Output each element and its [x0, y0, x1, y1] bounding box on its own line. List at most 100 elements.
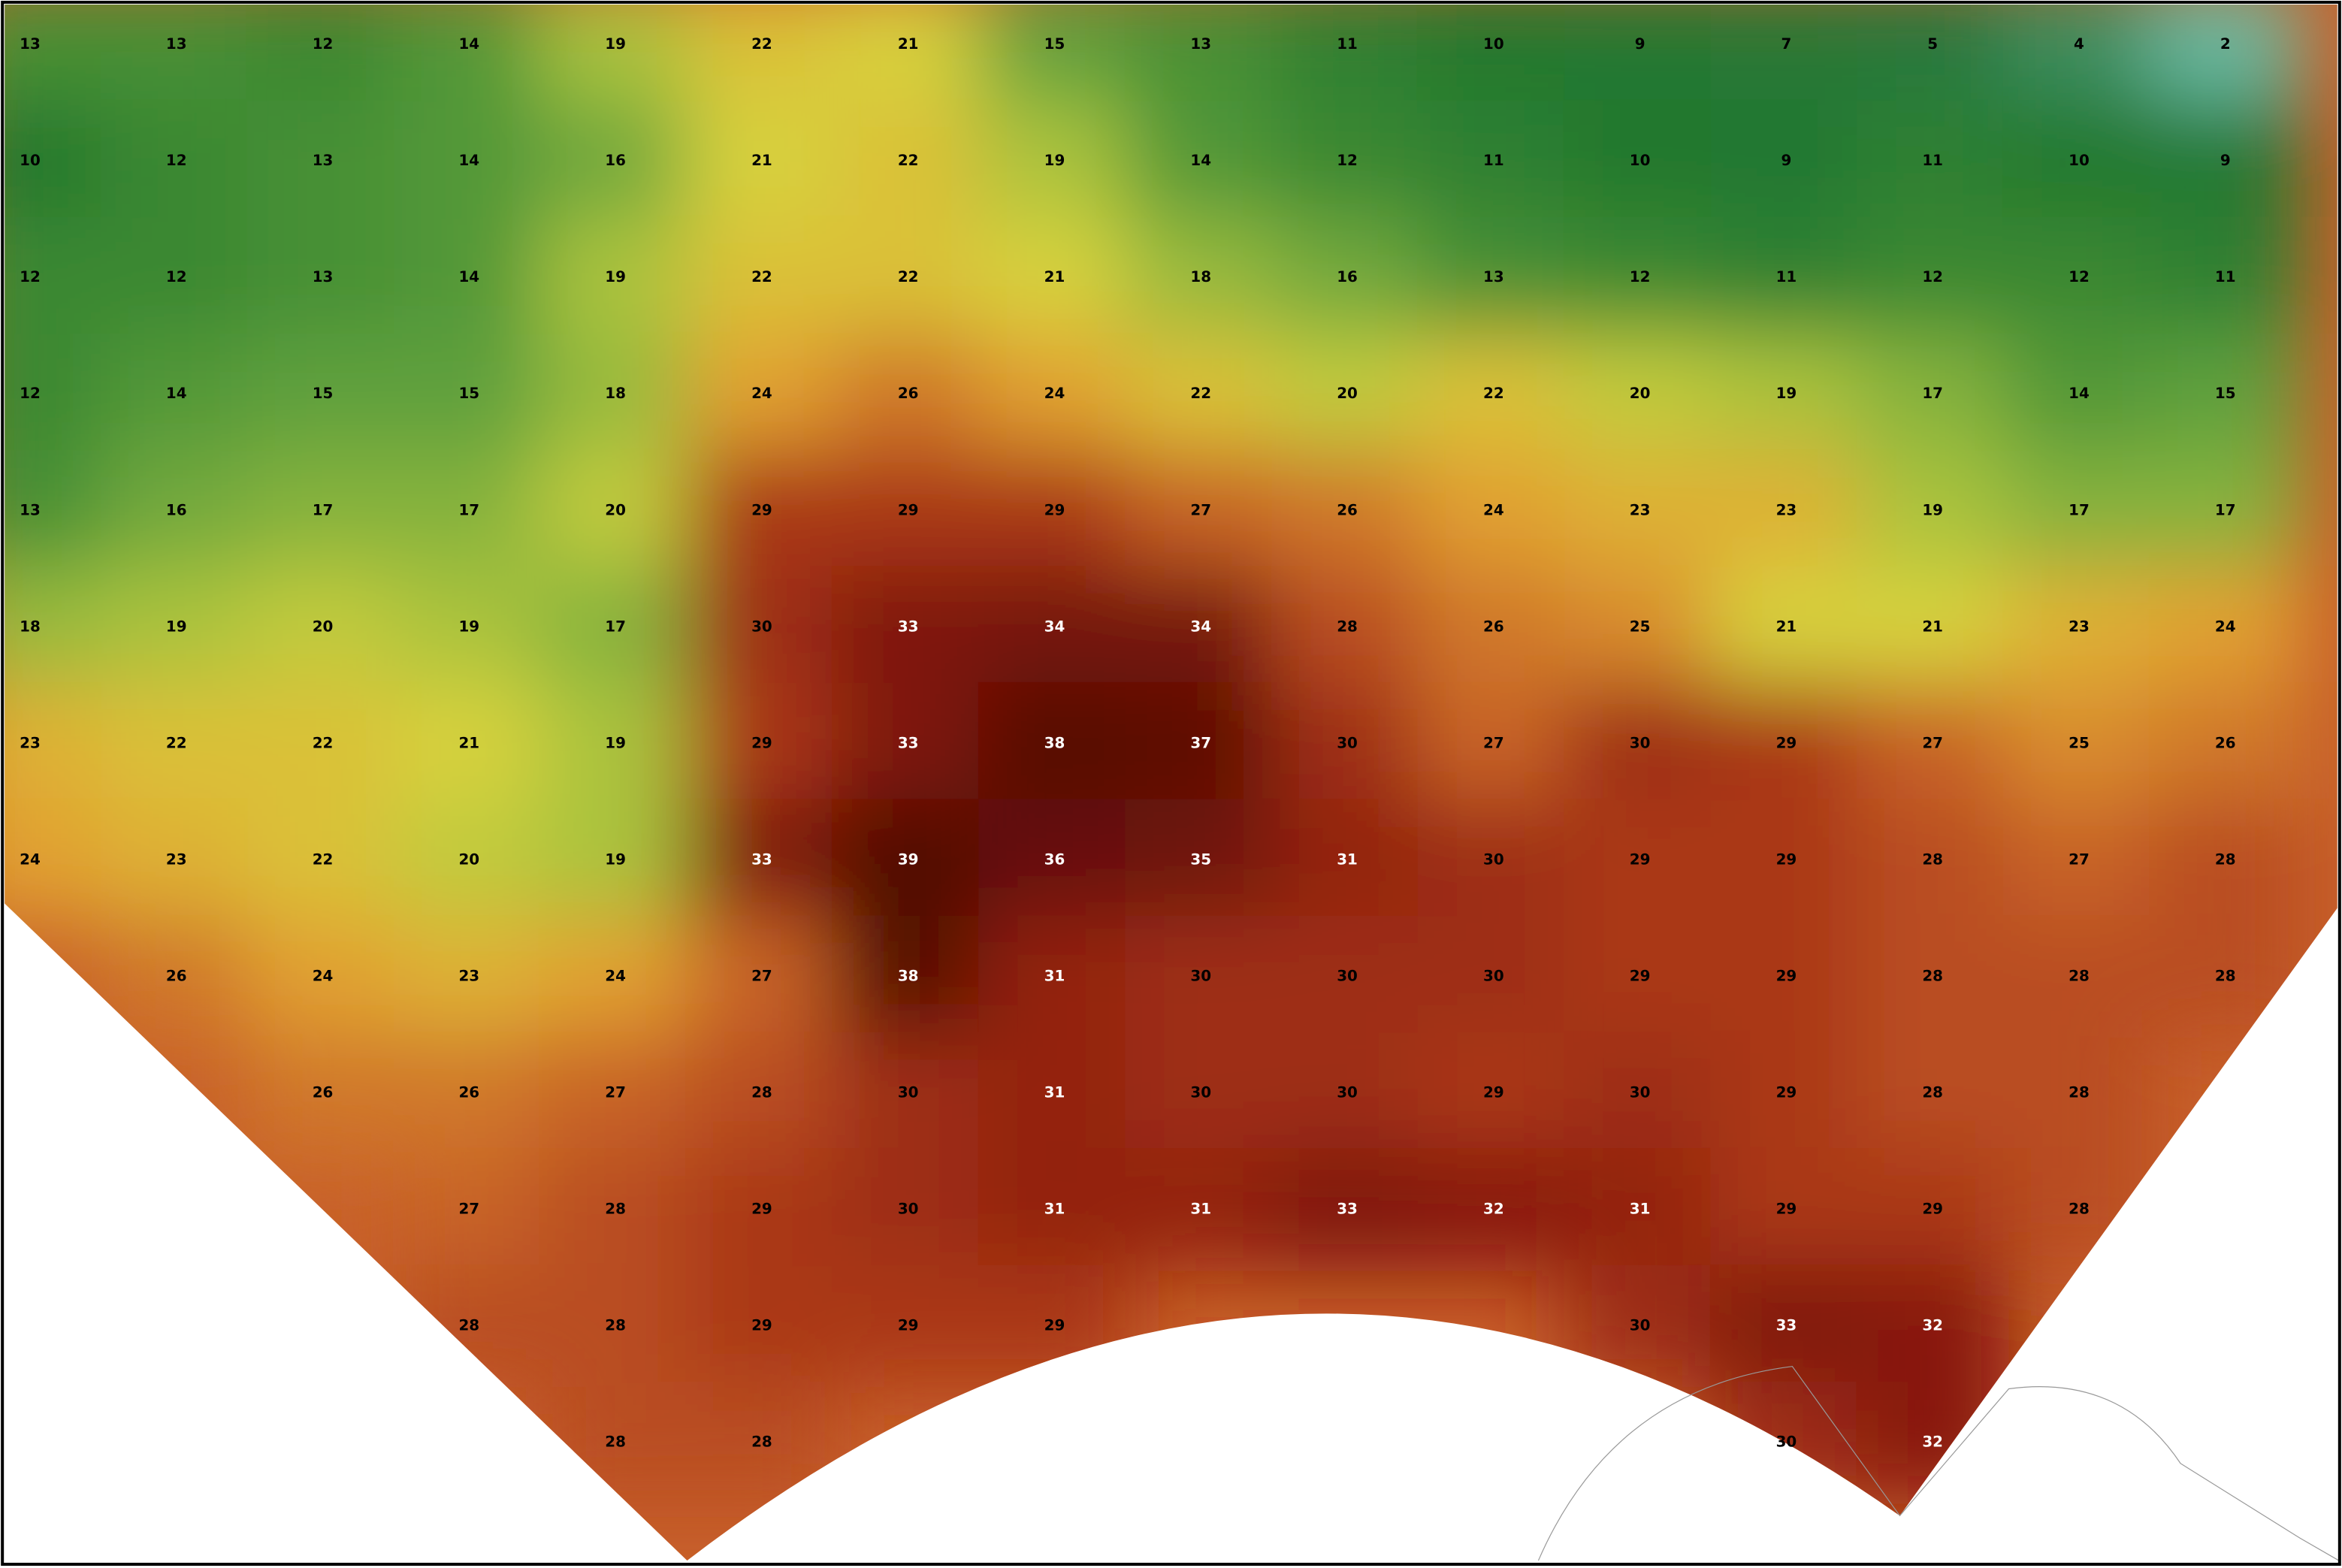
temperature-label: 19 [605, 35, 626, 53]
temperature-cell [1124, 1148, 1277, 1271]
temperature-cell [1417, 216, 1570, 340]
temperature-cell [832, 682, 985, 805]
temperature-label: 17 [1922, 385, 1943, 402]
temperature-cell [832, 100, 985, 223]
temperature-cell [2002, 216, 2156, 340]
temperature-cell [100, 915, 253, 1038]
temperature-label: 26 [1337, 501, 1358, 518]
temperature-label: 30 [1190, 1083, 1211, 1101]
temperature-cell [832, 216, 985, 340]
temperature-cell [539, 4, 692, 107]
temperature-cell [978, 1032, 1131, 1155]
temperature-label: 24 [751, 385, 772, 402]
temperature-label: 12 [1337, 152, 1358, 169]
temperature-cell [539, 1032, 692, 1155]
temperature-cell [1710, 333, 1863, 456]
temperature-cell [100, 449, 253, 573]
temperature-label: 20 [1630, 385, 1651, 402]
temperature-cell [1856, 100, 2009, 223]
temperature-cell [246, 100, 399, 223]
temperature-label: 21 [1776, 618, 1797, 635]
temperature-cell [5, 4, 107, 107]
temperature-cell [1710, 566, 1863, 689]
temperature-cell [1856, 333, 2009, 456]
temperature-label: 28 [605, 1317, 626, 1334]
temperature-cell [100, 216, 253, 340]
temperature-label: 21 [1044, 268, 1065, 286]
temperature-cell [685, 449, 839, 573]
temperature-cell [685, 216, 839, 340]
temperature-cell [685, 100, 839, 223]
temperature-label: 13 [166, 35, 187, 53]
temperature-label: 15 [1044, 35, 1065, 53]
temperature-cell [2002, 333, 2156, 456]
temperature-cell [5, 100, 107, 223]
temperature-label: 29 [751, 501, 772, 518]
temperature-cell [2002, 799, 2156, 922]
temperature-cell [1124, 566, 1277, 689]
temperature-cell [685, 1264, 839, 1388]
temperature-label: 29 [751, 734, 772, 751]
temperature-cell [1417, 1032, 1570, 1155]
temperature-cell [1710, 1148, 1863, 1271]
temperature-label: 27 [1190, 501, 1211, 518]
temperature-label: 24 [2215, 618, 2236, 635]
temperature-cell [100, 566, 253, 689]
temperature-cell [1124, 4, 1277, 107]
temperature-cell [2002, 915, 2156, 1038]
temperature-cell [1124, 682, 1277, 805]
temperature-label: 38 [898, 967, 919, 984]
temperature-label: 28 [1922, 967, 1943, 984]
temperature-cell [1564, 333, 1716, 456]
temperature-label: 11 [2215, 268, 2236, 286]
temperature-cell [1710, 799, 1863, 922]
temperature-cell [246, 566, 399, 689]
temperature-label: 30 [898, 1200, 919, 1217]
temperature-label: 21 [1922, 618, 1943, 635]
temperature-cell [1417, 449, 1570, 573]
temperature-cell [392, 566, 545, 689]
temperature-label: 24 [1044, 385, 1065, 402]
temperature-label: 33 [898, 734, 919, 751]
temperature-label: 30 [1630, 1317, 1651, 1334]
temperature-label: 29 [1044, 501, 1065, 518]
temperature-cell [392, 799, 545, 922]
temperature-label: 12 [20, 268, 41, 286]
temperature-label: 30 [1483, 967, 1504, 984]
temperature-cell [832, 4, 985, 107]
temperature-label: 2 [2220, 35, 2231, 53]
temperature-label: 14 [2069, 385, 2090, 402]
temperature-cell [1710, 682, 1863, 805]
temperature-label: 22 [1190, 385, 1211, 402]
temperature-cell [100, 100, 253, 223]
temperature-label: 21 [458, 734, 479, 751]
temperature-cell [832, 799, 985, 922]
temperature-cell [1856, 449, 2009, 573]
temperature-cell [539, 449, 692, 573]
temperature-cell [1710, 100, 1863, 223]
temperature-cell [246, 216, 399, 340]
temperature-label: 5 [1927, 35, 1938, 53]
temperature-cell [1124, 449, 1277, 573]
temperature-label: 12 [2069, 268, 2090, 286]
temperature-cell [392, 1148, 545, 1271]
temperature-label: 19 [1776, 385, 1797, 402]
temperature-cell [392, 216, 545, 340]
temperature-cell [978, 216, 1131, 340]
temperature-label: 33 [1776, 1317, 1797, 1334]
temperature-label: 21 [751, 152, 772, 169]
temperature-cell [1271, 1032, 1424, 1155]
temperature-cell [392, 4, 545, 107]
temperature-label: 33 [1337, 1200, 1358, 1217]
temperature-cell [5, 216, 107, 340]
temperature-label: 19 [1922, 501, 1943, 518]
temperature-label: 12 [166, 152, 187, 169]
temperature-label: 11 [1483, 152, 1504, 169]
temperature-label: 9 [1781, 152, 1791, 169]
temperature-cell [1710, 4, 1863, 107]
temperature-label: 16 [166, 501, 187, 518]
temperature-label: 22 [898, 152, 919, 169]
temperature-label: 11 [1337, 35, 1358, 53]
